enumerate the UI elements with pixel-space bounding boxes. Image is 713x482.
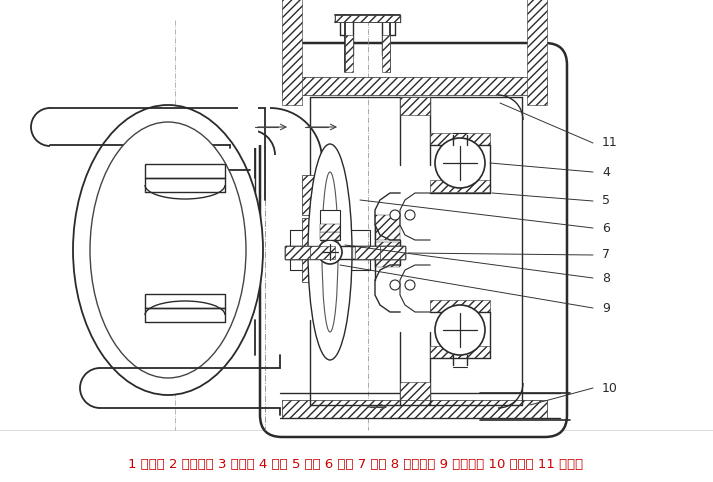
Bar <box>400 382 430 400</box>
Ellipse shape <box>90 122 246 378</box>
Text: 4: 4 <box>602 165 610 178</box>
Bar <box>302 218 320 282</box>
Bar <box>310 246 335 259</box>
Bar <box>255 0 285 145</box>
Circle shape <box>390 210 400 220</box>
Text: 7: 7 <box>602 249 610 262</box>
FancyBboxPatch shape <box>260 43 567 437</box>
Bar <box>282 0 302 105</box>
Ellipse shape <box>73 105 263 395</box>
Bar <box>375 242 400 267</box>
Bar <box>282 400 547 418</box>
Ellipse shape <box>308 144 352 360</box>
Bar <box>355 246 380 259</box>
Bar <box>430 133 490 145</box>
Bar <box>345 35 353 72</box>
Text: 5: 5 <box>602 195 610 207</box>
Bar <box>320 224 340 232</box>
Bar <box>238 0 258 148</box>
Text: 11: 11 <box>602 136 617 149</box>
Circle shape <box>405 210 415 220</box>
Bar <box>430 180 490 192</box>
Text: 1 进气口 2 配气阀体 3 配气阀 4 圆球 5 球座 6 隔膜 7 连杆 8 连杆铜套 9 中间支架 10 泵进口 11 排气口: 1 进气口 2 配气阀体 3 配气阀 4 圆球 5 球座 6 隔膜 7 连杆 8… <box>128 457 583 470</box>
Bar <box>285 246 405 259</box>
Bar <box>527 0 547 105</box>
Bar <box>375 215 400 240</box>
Text: 9: 9 <box>602 302 610 314</box>
Bar <box>430 300 490 312</box>
Bar <box>380 246 405 259</box>
Bar <box>302 175 320 215</box>
Bar <box>430 346 490 358</box>
Circle shape <box>405 280 415 290</box>
Bar <box>145 294 225 308</box>
Ellipse shape <box>322 172 338 332</box>
Bar <box>285 246 310 259</box>
Text: 8: 8 <box>602 271 610 284</box>
Bar <box>335 15 400 22</box>
Text: 10: 10 <box>602 381 618 394</box>
Bar <box>285 246 405 259</box>
Circle shape <box>318 240 342 264</box>
Circle shape <box>435 138 485 188</box>
Bar <box>145 164 225 178</box>
Bar <box>320 210 340 240</box>
Bar <box>382 35 390 72</box>
Circle shape <box>390 280 400 290</box>
Bar <box>400 97 430 115</box>
Bar <box>282 77 547 95</box>
Circle shape <box>435 305 485 355</box>
Text: 6: 6 <box>602 222 610 235</box>
Bar <box>320 232 340 240</box>
